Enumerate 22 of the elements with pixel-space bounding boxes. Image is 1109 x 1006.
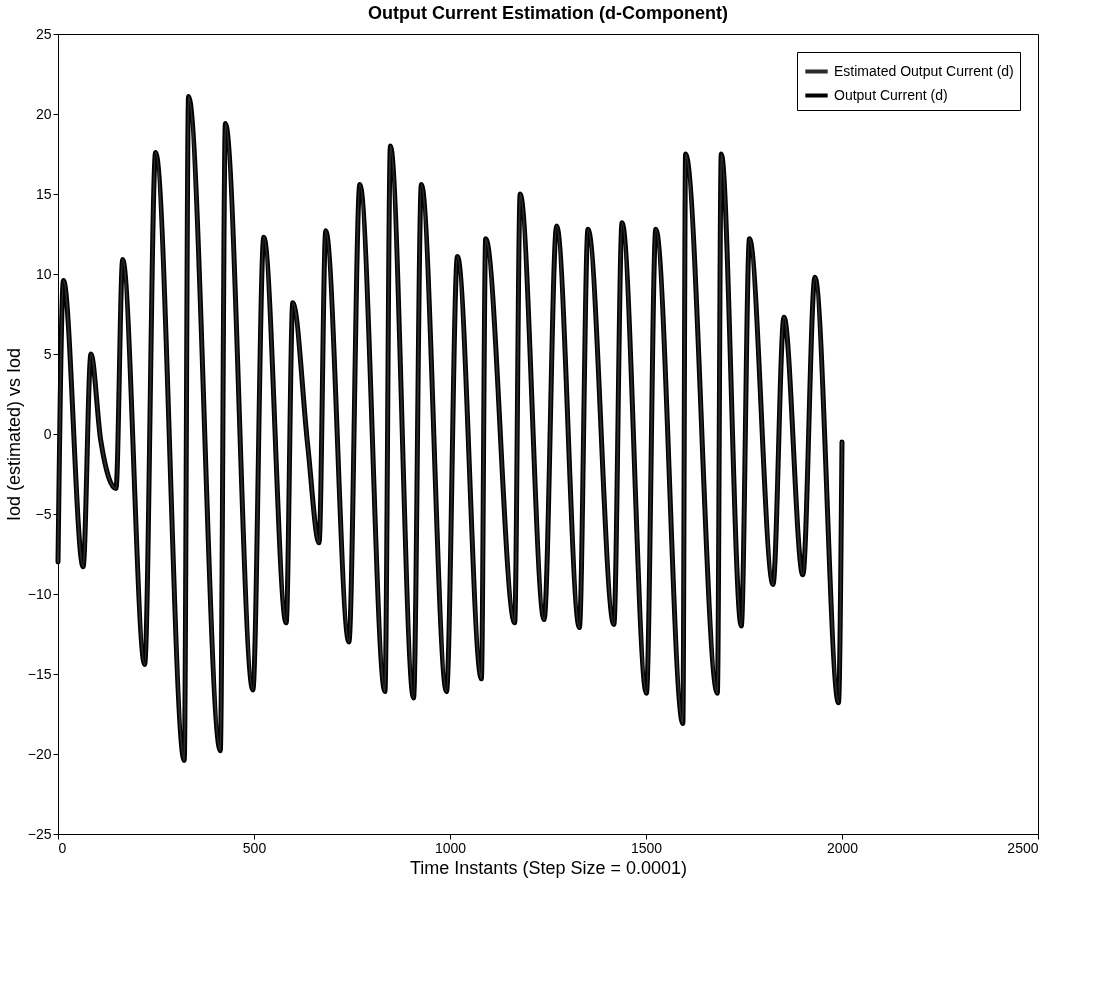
legend-label: Estimated Output Current (d) [834, 62, 1014, 79]
y-tick-label: 10 [35, 265, 52, 282]
x-tick-label: 0 [58, 839, 67, 856]
y-tick-label: −5 [35, 505, 52, 522]
x-tick-label: 1000 [434, 839, 467, 856]
y-tick-label: 0 [43, 425, 52, 442]
x-tick-label: 2000 [826, 839, 859, 856]
y-tick-label: 5 [43, 345, 52, 362]
y-tick-label: −20 [27, 745, 52, 762]
y-tick-label: −25 [27, 825, 52, 842]
chart-title: Output Current Estimation (d-Component) [368, 3, 728, 23]
x-tick-label: 2500 [1007, 839, 1039, 856]
x-tick-label: 500 [242, 839, 267, 856]
y-tick-label: −15 [27, 665, 52, 682]
y-axis-title: Iod (estimated) vs Iod [3, 347, 24, 522]
y-tick-label: 15 [35, 185, 52, 202]
y-tick-label: 20 [35, 105, 52, 122]
y-tick-label: 25 [35, 25, 52, 42]
x-tick-label: 1500 [630, 839, 663, 856]
x-axis-title: Time Instants (Step Size = 0.0001) [410, 857, 687, 878]
legend-label: Output Current (d) [834, 86, 948, 103]
y-tick-label: −10 [27, 585, 52, 602]
